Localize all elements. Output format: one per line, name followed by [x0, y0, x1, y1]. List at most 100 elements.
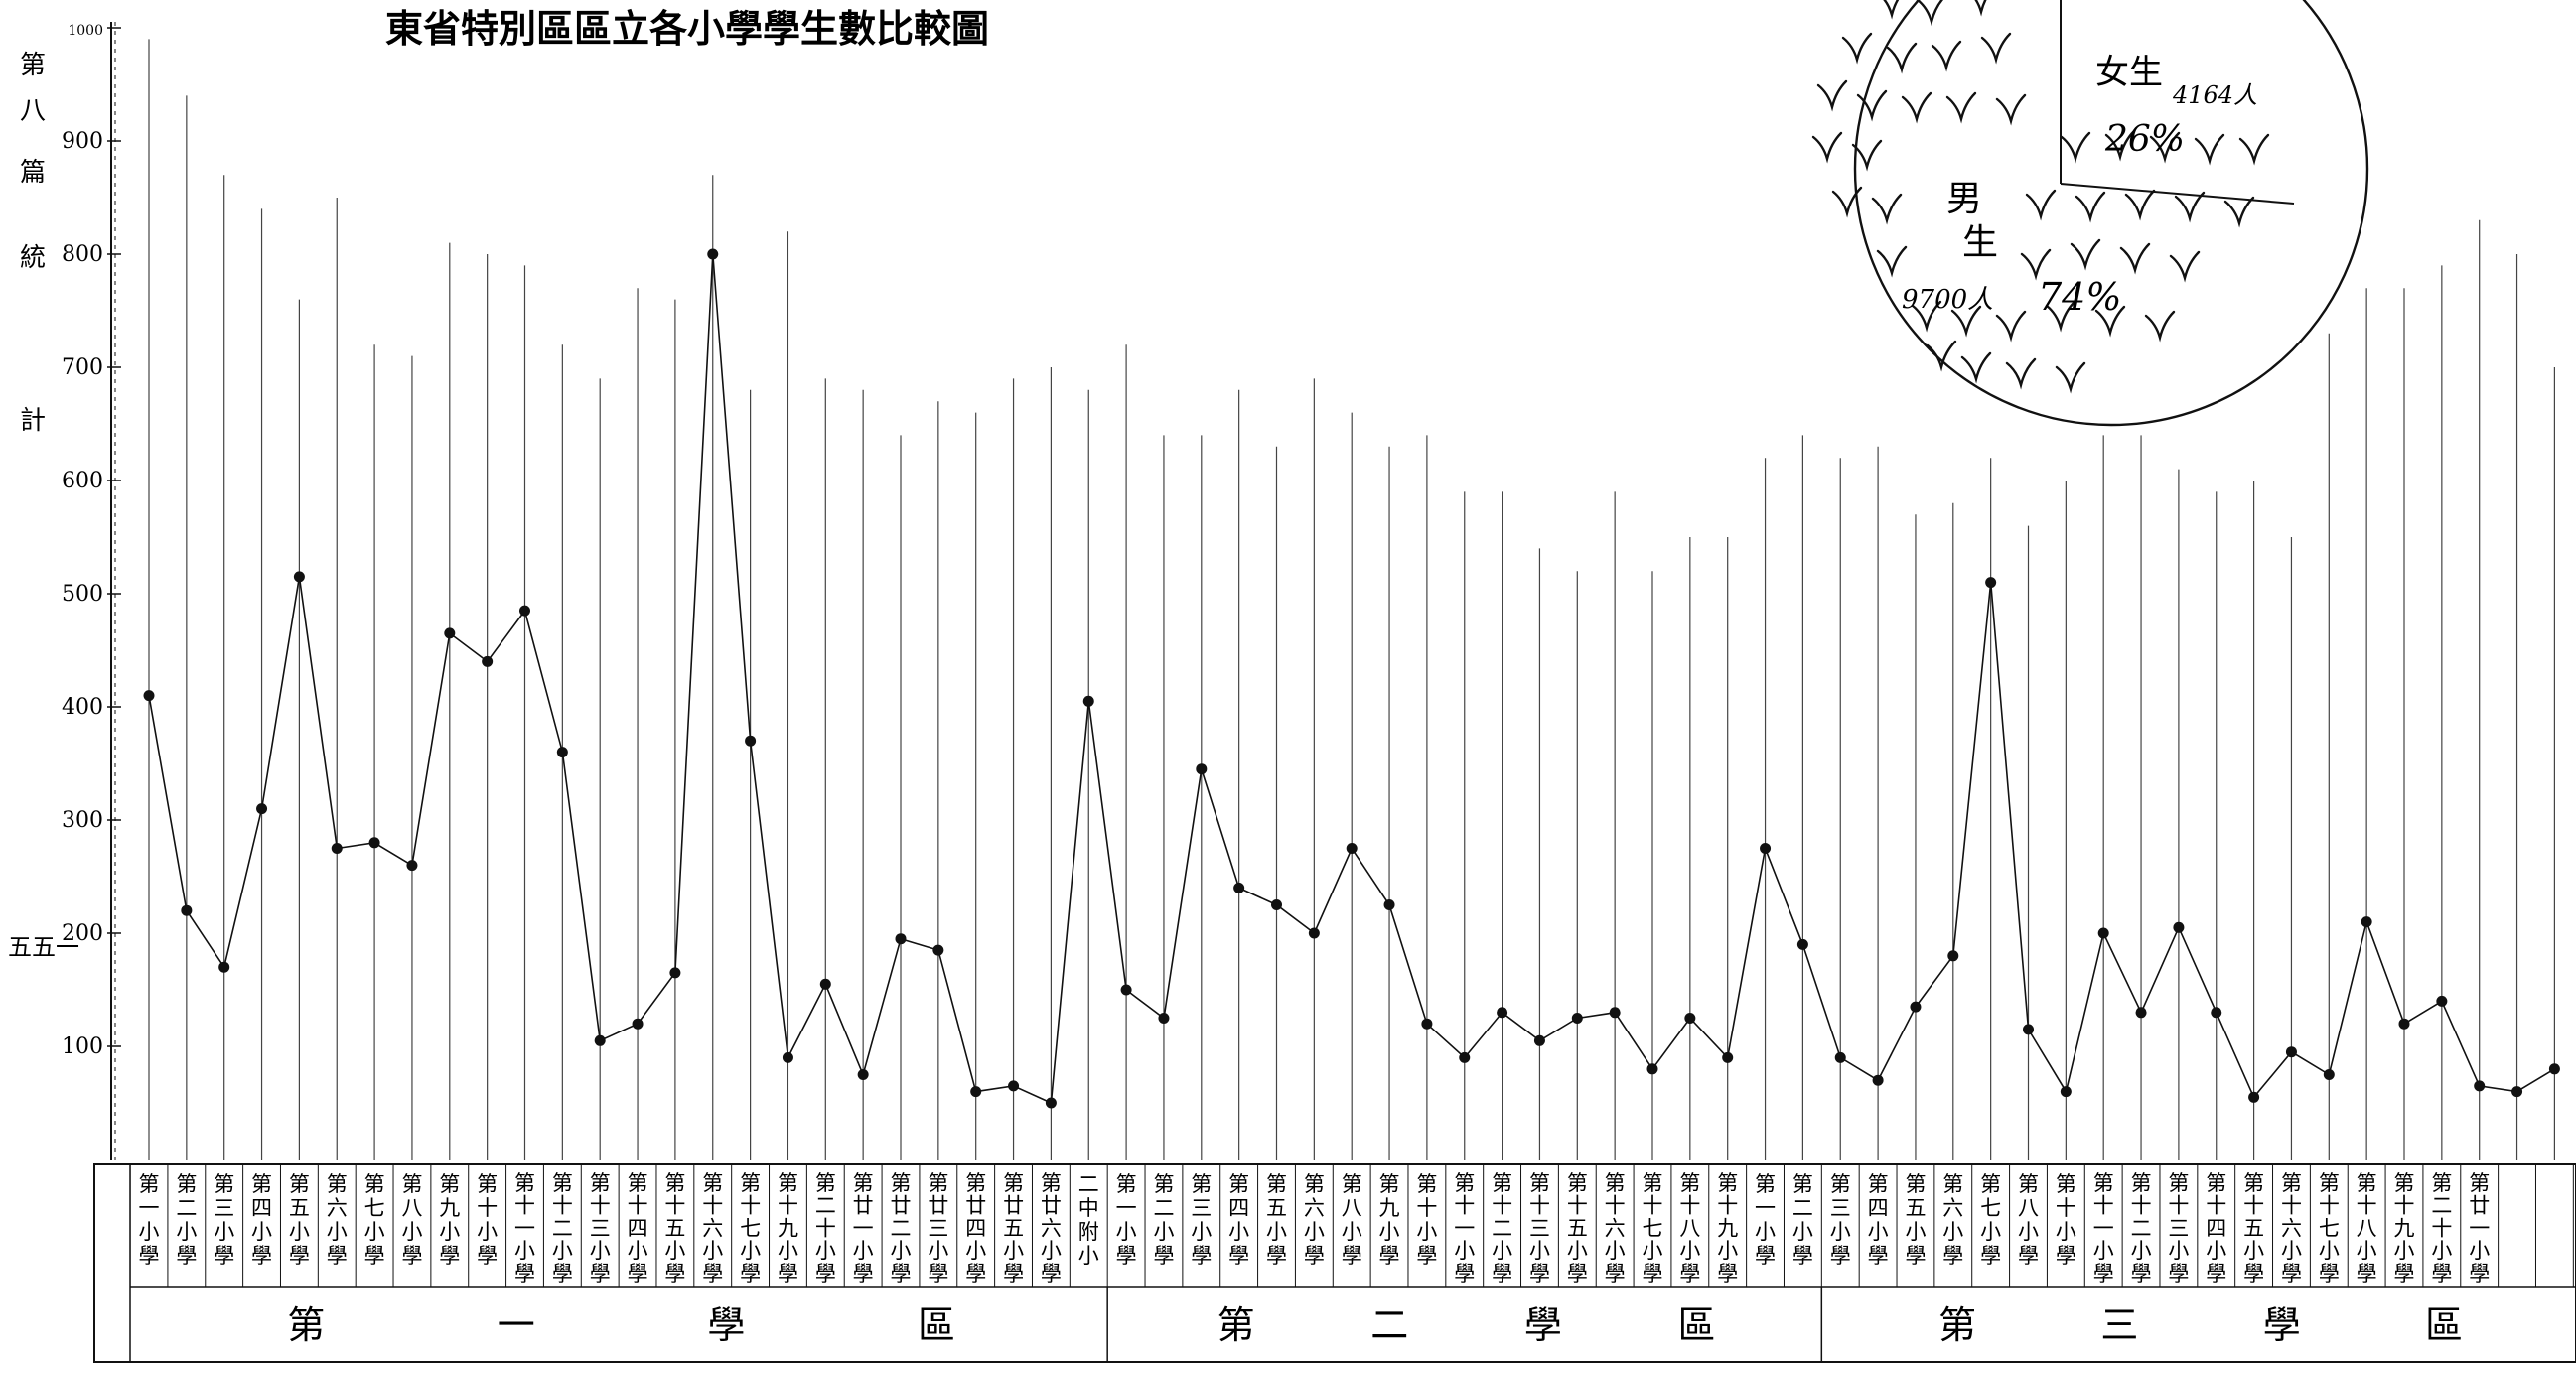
y-axis: 100 200 300 400 500 600 700 800 900 1000	[62, 22, 121, 1160]
data-point	[1459, 1051, 1471, 1063]
data-point	[970, 1086, 982, 1098]
data-point	[2285, 1046, 2297, 1058]
school-label: 第十八小學	[1679, 1171, 1700, 1286]
margin-char: 統	[20, 243, 46, 273]
grass-mark	[1931, 40, 1962, 72]
school-label: 第九小學	[439, 1172, 460, 1268]
data-point	[1533, 1034, 1545, 1046]
grass-mark	[1871, 193, 1903, 225]
school-label: 第五小學	[289, 1172, 310, 1268]
school-label: 第三小學	[214, 1172, 234, 1268]
grass-mark	[1995, 310, 2027, 343]
grass-mark	[1945, 91, 1977, 124]
school-label: 第五小學	[1905, 1172, 1926, 1268]
female-count: 4164人	[2172, 81, 2257, 109]
data-point	[932, 944, 944, 956]
district-label-char: 第	[1217, 1304, 1255, 1347]
grass-mark	[1950, 305, 1982, 338]
grass-mark	[1916, 0, 1944, 27]
data-point	[1646, 1063, 1658, 1075]
data-point	[895, 933, 907, 945]
data-point	[1571, 1013, 1583, 1024]
data-point	[2097, 927, 2109, 939]
pie-divider-horizontal	[2060, 183, 2295, 205]
y-tick-label: 1000	[68, 23, 103, 39]
data-point	[1082, 695, 1094, 707]
data-point	[1910, 1001, 1922, 1013]
data-point	[1421, 1018, 1433, 1030]
grass-mark	[1856, 89, 1888, 122]
grass-mark	[1851, 139, 1883, 172]
school-label: 第五小學	[1266, 1172, 1287, 1268]
gender-pie-inset: 女生 4164人 26% 男生 9700人 74%	[1811, 0, 2369, 427]
data-point	[632, 1018, 644, 1030]
data-point	[1872, 1074, 1884, 1086]
data-point	[1196, 763, 1208, 775]
guide-lines	[148, 39, 2555, 1160]
grass-mark	[2174, 191, 2206, 223]
female-percent: 26%	[2104, 119, 2185, 160]
data-point	[1008, 1080, 1020, 1092]
chart-title: 東省特別區區立各小學學生數比較圖	[385, 6, 989, 51]
grass-mark	[1876, 245, 1908, 278]
y-tick-label: 600	[62, 469, 103, 493]
male-label-char: 男	[1946, 179, 1982, 219]
school-label: 第十七小學	[1643, 1171, 1663, 1286]
district-label-char: 第	[1938, 1304, 1976, 1347]
school-label: 第十四小學	[628, 1171, 648, 1286]
grass-mark	[1816, 79, 1848, 112]
grass-mark	[1886, 42, 1918, 74]
data-point	[1346, 843, 1358, 854]
school-label: 第四小學	[251, 1172, 272, 1268]
pie-circle	[1853, 0, 2369, 427]
school-label: 第十五小學	[664, 1171, 685, 1286]
school-label: 第三小學	[1191, 1172, 1212, 1268]
grass-mark	[1995, 93, 2027, 126]
school-label: 第十一小學	[1454, 1171, 1475, 1286]
school-label: 第四小學	[1868, 1172, 1889, 1268]
male-percent: 74%	[2038, 275, 2121, 319]
data-point	[2474, 1080, 2486, 1092]
grass-mark	[1883, 0, 1900, 20]
data-point	[556, 747, 568, 758]
data-point	[1722, 1051, 1734, 1063]
school-label: 第十七小學	[2319, 1171, 2340, 1286]
grass-mark	[2020, 248, 2052, 281]
margin-char: 計	[20, 406, 46, 436]
data-point	[1383, 899, 1395, 910]
grass-mark	[2060, 131, 2091, 164]
grass-mark	[2075, 191, 2106, 223]
grass-mark	[2238, 133, 2270, 166]
school-label: 第十九小學	[1717, 1171, 1738, 1286]
data-point	[1120, 984, 1132, 996]
data-point	[1985, 577, 1997, 589]
data-point	[857, 1069, 869, 1080]
school-label: 第三小學	[1830, 1172, 1851, 1268]
data-point	[1158, 1013, 1170, 1024]
school-label: 第廿二小學	[891, 1171, 912, 1286]
margin-char: 篇	[20, 158, 46, 188]
grass-mark	[1980, 32, 2012, 65]
school-label: 第二小學	[1153, 1172, 1174, 1268]
data-point	[1947, 950, 1959, 962]
margin-char: 八	[20, 96, 46, 126]
data-point	[669, 967, 681, 979]
grass-mark	[2119, 242, 2151, 275]
data-point	[2135, 1007, 2147, 1019]
y-tick-label: 500	[62, 582, 103, 607]
school-label: 第一小學	[1116, 1172, 1137, 1268]
data-point	[1796, 938, 1808, 950]
school-label: 第八小學	[1342, 1172, 1362, 1268]
school-label: 第廿五小學	[1003, 1171, 1024, 1286]
data-point	[256, 803, 268, 815]
y-tick-label: 700	[62, 355, 103, 380]
school-label: 第二小學	[1792, 1172, 1813, 1268]
school-label-table: 第一小學第二小學第三小學第四小學第五小學第六小學第七小學第八小學第九小學第十小學…	[93, 1163, 2576, 1363]
school-label: 第十六小學	[702, 1171, 723, 1286]
district-label-char: 第	[287, 1304, 325, 1347]
grass-mark	[2104, 129, 2136, 162]
grass-mark	[2045, 300, 2076, 333]
data-point	[2323, 1069, 2335, 1080]
school-label: 第六小學	[1304, 1172, 1325, 1268]
school-label: 第一小學	[1755, 1172, 1776, 1268]
